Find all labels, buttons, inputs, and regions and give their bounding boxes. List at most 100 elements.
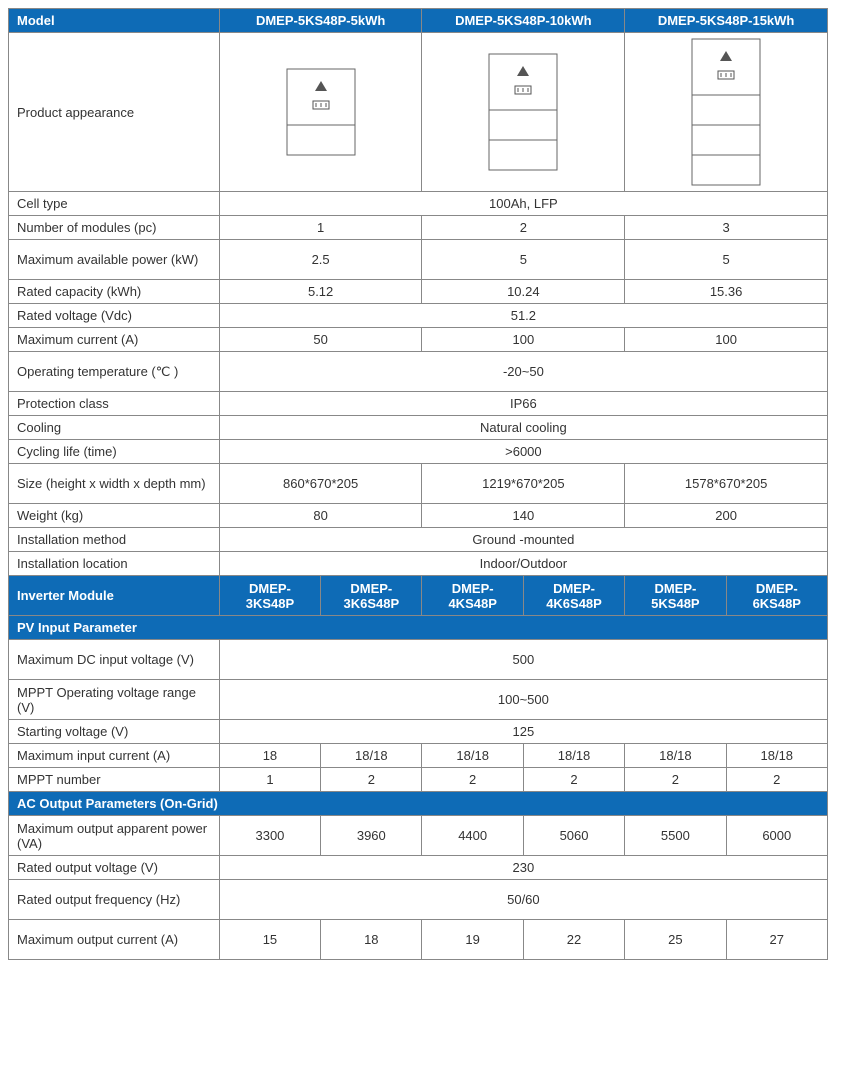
row-value: 125 (219, 720, 827, 744)
row-label: Installation location (9, 552, 220, 576)
inv-row-1-1: Rated output voltage (V)230 (9, 856, 828, 880)
row-value: 50/60 (219, 880, 827, 920)
row-value-2: 4400 (422, 816, 523, 856)
section-row-1: AC Output Parameters (On-Grid) (9, 792, 828, 816)
row-value-1: 2 (321, 768, 422, 792)
product-icon (487, 52, 559, 172)
inverter-header-col-4: DMEP-5KS48P (625, 576, 726, 616)
inv-row-0-2: Starting voltage (V)125 (9, 720, 828, 744)
model-row-7: Protection classIP66 (9, 392, 828, 416)
row-label: Maximum available power (kW) (9, 240, 220, 280)
row-label: Rated voltage (Vdc) (9, 304, 220, 328)
row-value-2: 1578*670*205 (625, 464, 828, 504)
row-value: 100~500 (219, 680, 827, 720)
row-value: 51.2 (219, 304, 827, 328)
inverter-header-col-5: DMEP-6KS48P (726, 576, 827, 616)
row-value-2: 15.36 (625, 280, 828, 304)
row-value-5: 27 (726, 920, 827, 960)
model-row-12: Installation methodGround -mounted (9, 528, 828, 552)
row-value-0: 50 (219, 328, 422, 352)
row-label: Rated output voltage (V) (9, 856, 220, 880)
inverter-header-col-3: DMEP-4K6S48P (523, 576, 624, 616)
row-value-4: 2 (625, 768, 726, 792)
model-header-col-0: DMEP-5KS48P-5kWh (219, 9, 422, 33)
model-header-col-2: DMEP-5KS48P-15kWh (625, 9, 828, 33)
row-label: Cycling life (time) (9, 440, 220, 464)
row-label: Protection class (9, 392, 220, 416)
row-value-0: 18 (219, 744, 320, 768)
product-icon (285, 67, 357, 157)
row-label: Operating temperature (℃ ) (9, 352, 220, 392)
row-value-1: 140 (422, 504, 625, 528)
model-row-0: Cell type100Ah, LFP (9, 192, 828, 216)
model-row-11: Weight (kg)80140200 (9, 504, 828, 528)
row-label: Rated capacity (kWh) (9, 280, 220, 304)
row-value-1: 3960 (321, 816, 422, 856)
row-value: Ground -mounted (219, 528, 827, 552)
row-value-5: 2 (726, 768, 827, 792)
row-label: MPPT Operating voltage range (V) (9, 680, 220, 720)
row-label: Maximum input current (A) (9, 744, 220, 768)
row-value-1: 18 (321, 920, 422, 960)
spec-table: ModelDMEP-5KS48P-5kWhDMEP-5KS48P-10kWhDM… (8, 8, 828, 960)
model-row-10: Size (height x width x depth mm)860*670*… (9, 464, 828, 504)
row-value-5: 6000 (726, 816, 827, 856)
row-value-2: 5 (625, 240, 828, 280)
model-row-3: Rated capacity (kWh)5.1210.2415.36 (9, 280, 828, 304)
inv-row-1-2: Rated output frequency (Hz)50/60 (9, 880, 828, 920)
model-header-label: Model (9, 9, 220, 33)
row-value: -20~50 (219, 352, 827, 392)
row-label: Maximum current (A) (9, 328, 220, 352)
inverter-header-col-2: DMEP-4KS48P (422, 576, 523, 616)
appearance-label: Product appearance (9, 33, 220, 192)
row-value-0: 15 (219, 920, 320, 960)
row-value-2: 100 (625, 328, 828, 352)
inv-row-1-0: Maximum output apparent power (VA)330039… (9, 816, 828, 856)
row-label: Maximum output apparent power (VA) (9, 816, 220, 856)
row-label: Cooling (9, 416, 220, 440)
row-label: Maximum DC input voltage (V) (9, 640, 220, 680)
row-value-1: 10.24 (422, 280, 625, 304)
appearance-cell-0 (219, 33, 422, 192)
row-label: Cell type (9, 192, 220, 216)
inverter-header-row: Inverter ModuleDMEP-3KS48PDMEP-3K6S48PDM… (9, 576, 828, 616)
inverter-header-col-1: DMEP-3K6S48P (321, 576, 422, 616)
row-value-1: 100 (422, 328, 625, 352)
row-value: 100Ah, LFP (219, 192, 827, 216)
row-value-1: 5 (422, 240, 625, 280)
model-header-col-1: DMEP-5KS48P-10kWh (422, 9, 625, 33)
row-value: 500 (219, 640, 827, 680)
section-title: AC Output Parameters (On-Grid) (9, 792, 828, 816)
row-label: Starting voltage (V) (9, 720, 220, 744)
row-value-0: 1 (219, 216, 422, 240)
section-row-0: PV Input Parameter (9, 616, 828, 640)
row-value: 230 (219, 856, 827, 880)
inverter-header-col-0: DMEP-3KS48P (219, 576, 320, 616)
inv-row-0-4: MPPT number122222 (9, 768, 828, 792)
model-row-4: Rated voltage (Vdc)51.2 (9, 304, 828, 328)
inv-row-0-0: Maximum DC input voltage (V)500 (9, 640, 828, 680)
inverter-header-label: Inverter Module (9, 576, 220, 616)
row-value-0: 2.5 (219, 240, 422, 280)
model-row-1: Number of modules (pc)123 (9, 216, 828, 240)
row-value-0: 1 (219, 768, 320, 792)
model-row-9: Cycling life (time)>6000 (9, 440, 828, 464)
row-value: >6000 (219, 440, 827, 464)
row-value-0: 860*670*205 (219, 464, 422, 504)
row-label: MPPT number (9, 768, 220, 792)
model-row-5: Maximum current (A)50100100 (9, 328, 828, 352)
inv-row-1-3: Maximum output current (A)151819222527 (9, 920, 828, 960)
inv-row-0-1: MPPT Operating voltage range (V)100~500 (9, 680, 828, 720)
model-row-13: Installation locationIndoor/Outdoor (9, 552, 828, 576)
row-value-2: 200 (625, 504, 828, 528)
row-value-3: 5060 (523, 816, 624, 856)
row-value-2: 18/18 (422, 744, 523, 768)
row-value: Indoor/Outdoor (219, 552, 827, 576)
row-label: Number of modules (pc) (9, 216, 220, 240)
model-header-row: ModelDMEP-5KS48P-5kWhDMEP-5KS48P-10kWhDM… (9, 9, 828, 33)
appearance-cell-2 (625, 33, 828, 192)
row-value: IP66 (219, 392, 827, 416)
appearance-cell-1 (422, 33, 625, 192)
row-value-0: 3300 (219, 816, 320, 856)
row-value-0: 5.12 (219, 280, 422, 304)
